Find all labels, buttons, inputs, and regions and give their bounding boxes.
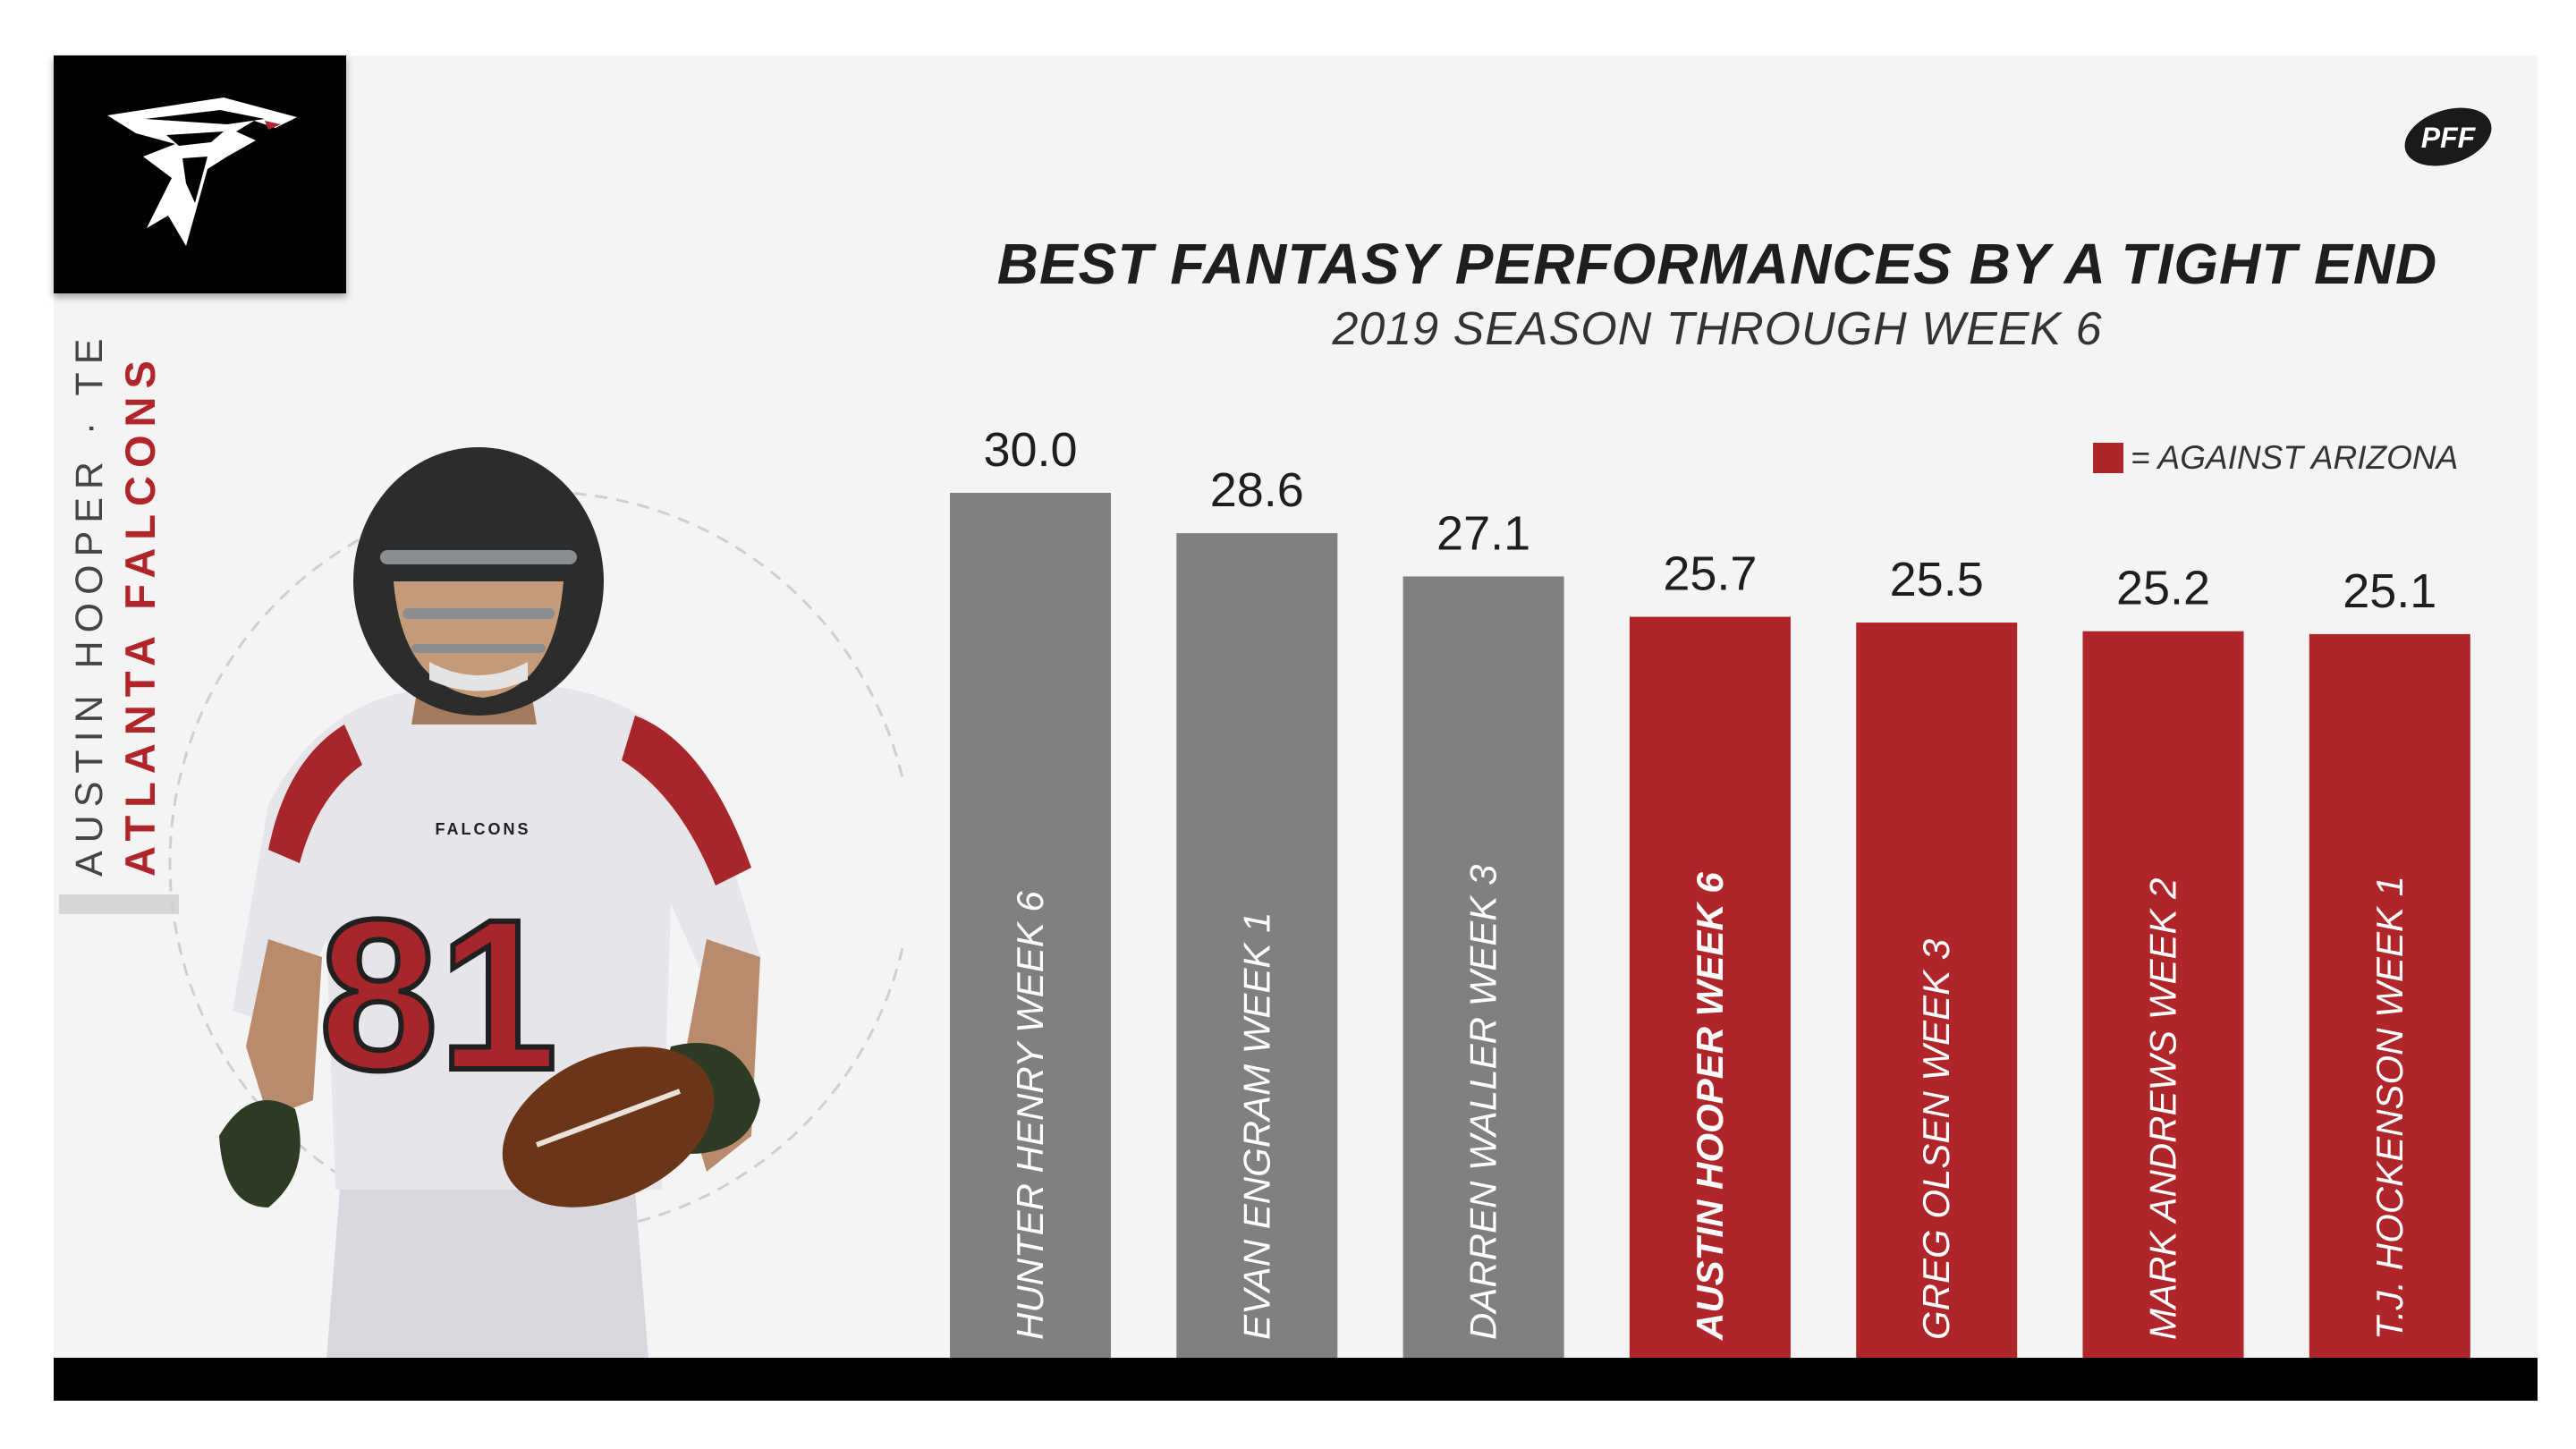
value-label-5: 25.2: [2116, 562, 2210, 615]
jersey-wordmark: FALCONS: [435, 820, 530, 838]
chart-title: BEST FANTASY PERFORMANCES BY A TIGHT END: [996, 232, 2438, 296]
category-label-1: EVAN ENGRAM WEEK 1: [1235, 912, 1277, 1340]
bar-0: [950, 493, 1111, 1358]
bar-2: [1402, 576, 1564, 1358]
pff-logo-icon: PFF: [2404, 107, 2492, 166]
category-label-3: AUSTIN HOOPER WEEK 6: [1689, 872, 1731, 1341]
value-label-0: 30.0: [983, 423, 1077, 477]
bar-3: [1629, 616, 1791, 1358]
bar-1: [1176, 533, 1338, 1358]
bottom-bar: [54, 1358, 2538, 1401]
category-label-4: GREG OLSEN WEEK 3: [1915, 939, 1957, 1340]
value-label-2: 27.1: [1436, 506, 1530, 560]
value-label-6: 25.1: [2343, 564, 2436, 618]
legend-label: = AGAINST ARIZONA: [2131, 439, 2459, 476]
value-label-4: 25.5: [1890, 553, 1984, 606]
category-label-0: HUNTER HENRY WEEK 6: [1009, 891, 1051, 1340]
category-label-5: MARK ANDREWS WEEK 2: [2142, 877, 2184, 1340]
jersey-number: 81: [319, 875, 558, 1114]
bar-4: [1856, 623, 2018, 1358]
chart-subtitle: 2019 SEASON THROUGH WEEK 6: [1332, 303, 2103, 355]
legend: = AGAINST ARIZONA: [2093, 438, 2458, 478]
bar-6: [2309, 633, 2470, 1358]
pff-logo-text: PFF: [2421, 122, 2477, 154]
value-label-1: 28.6: [1210, 463, 1304, 517]
side-accent-bar: [59, 894, 179, 914]
value-label-3: 25.7: [1663, 547, 1757, 601]
legend-swatch: [2093, 443, 2123, 473]
bar-5: [2082, 631, 2244, 1358]
category-label-6: T.J. HOCKENSON WEEK 1: [2368, 876, 2411, 1340]
category-label-2: DARREN WALLER WEEK 3: [1462, 865, 1504, 1340]
player-photo: 81 FALCONS: [168, 447, 903, 1360]
falcons-logo-icon: [54, 55, 346, 293]
